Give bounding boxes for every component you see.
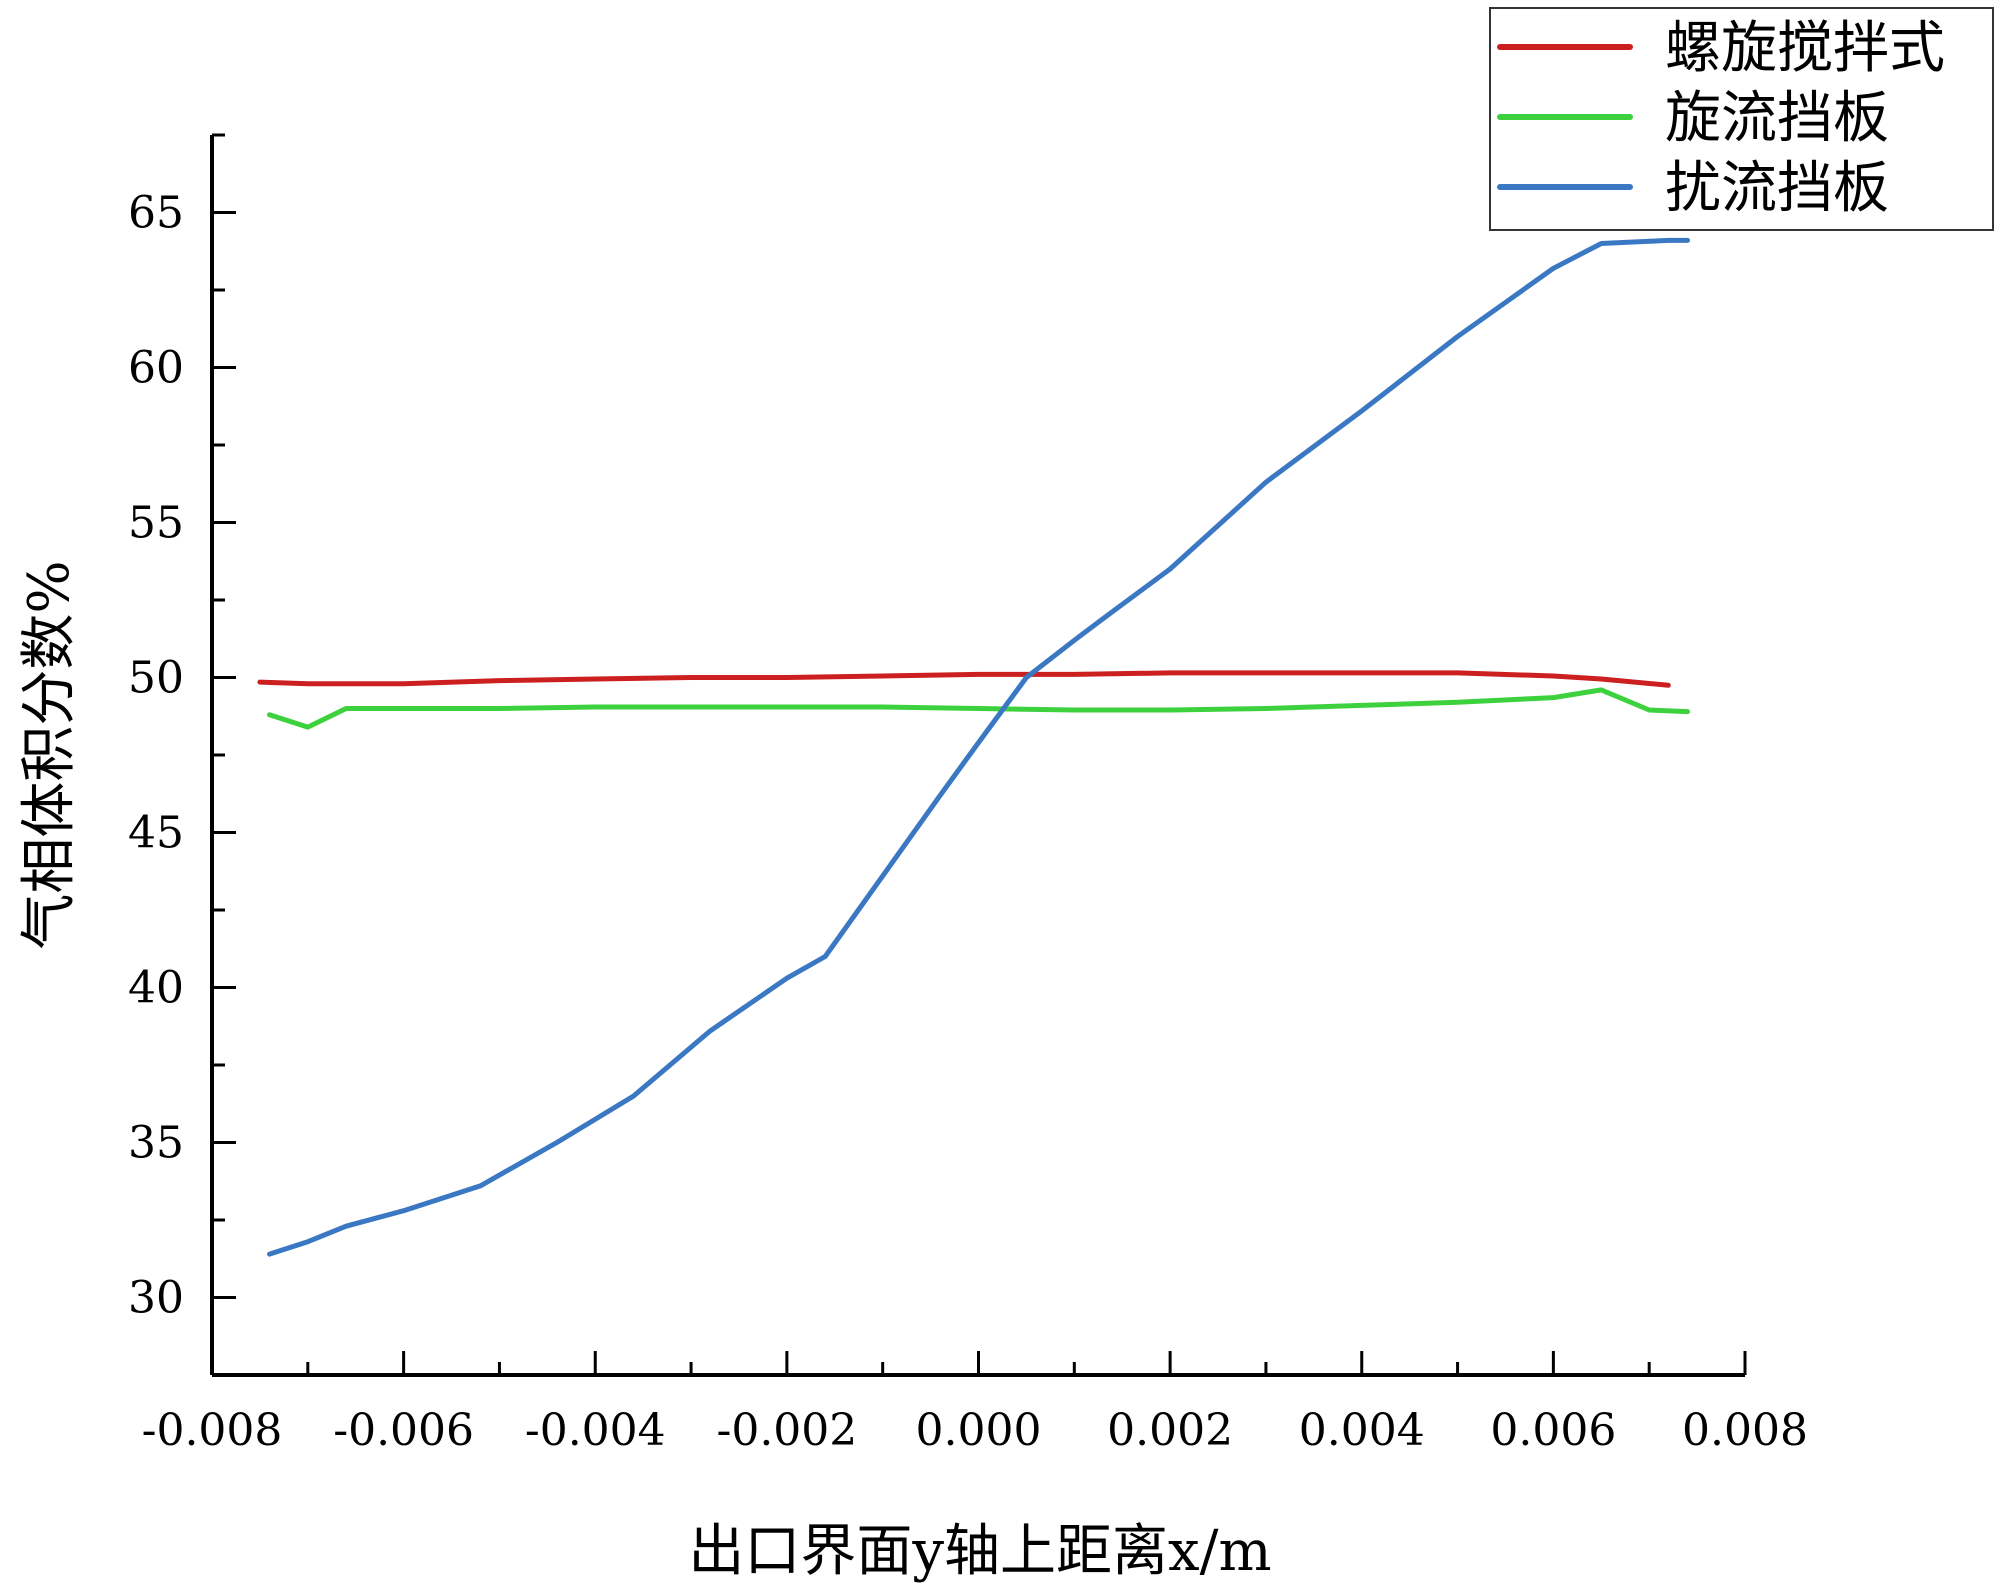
legend-label-3: 扰流挡板 [1665, 156, 1889, 221]
plot-lines [257, 237, 1690, 1257]
y-tick-label: 55 [128, 498, 184, 549]
y-tick-label: 50 [128, 653, 184, 704]
y-tick-label: 65 [128, 188, 184, 239]
x-tick-label: 0.000 [916, 1405, 1042, 1456]
x-tick-label: 0.002 [1107, 1405, 1233, 1456]
x-tick-label: 0.006 [1490, 1405, 1616, 1456]
x-tick-label: 0.004 [1299, 1405, 1425, 1456]
y-tick-label: 35 [128, 1118, 184, 1169]
x-tick-label: -0.002 [716, 1405, 857, 1456]
y-axis-ticks: 30 35 40 45 50 55 60 65 [128, 133, 236, 1377]
y-tick-label: 45 [128, 808, 184, 859]
y-tick-label: 30 [128, 1273, 184, 1324]
x-tick-label: 0.008 [1682, 1405, 1808, 1456]
y-axis-title: 气相体积分数% [17, 560, 82, 949]
series-line-3 [267, 237, 1690, 1257]
series-line-1 [257, 670, 1671, 688]
x-axis-ticks: -0.008 -0.006 -0.004 -0.002 0.000 0.002 0.004 0… [142, 1351, 1808, 1456]
x-tick-label: -0.004 [525, 1405, 666, 1456]
legend-label-1: 螺旋搅拌式 [1665, 16, 1945, 81]
x-tick-label: -0.008 [142, 1405, 283, 1456]
x-axis-title: 出口界面y轴上距离x/m [688, 1519, 1271, 1584]
legend-label-2: 旋流挡板 [1665, 86, 1889, 151]
y-tick-label: 60 [128, 343, 184, 394]
series-line-2 [267, 687, 1690, 730]
x-tick-label: -0.006 [333, 1405, 474, 1456]
y-tick-label: 40 [128, 963, 184, 1014]
